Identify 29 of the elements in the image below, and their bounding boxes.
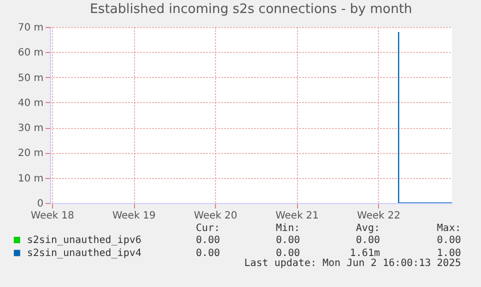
y-tick-label: 10 m	[18, 173, 44, 184]
legend-label: s2sin_unauthed_ipv6	[27, 235, 142, 246]
text: 0.00	[196, 248, 220, 259]
text: Cur:	[196, 223, 220, 234]
text: 0.00	[356, 235, 380, 246]
text: Avg:	[356, 223, 380, 234]
x-tick-label: Week 19	[112, 210, 156, 222]
x-tick-label: Week 18	[30, 210, 74, 222]
y-tick-label: 70 m	[18, 22, 44, 34]
text: 0.00	[196, 235, 220, 246]
chart-title: Established incoming s2s connections - by month	[90, 2, 412, 17]
text: Max:	[436, 223, 461, 234]
y-tick-label: 0	[37, 198, 44, 210]
text: 0.00	[436, 235, 461, 246]
x-tick-label: Week 21	[275, 210, 319, 222]
y-tick-label: 20 m	[18, 148, 44, 160]
x-tick-label: Week 22	[357, 210, 400, 222]
y-tick-label: 60 m	[18, 48, 44, 59]
text: Last update: Mon Jun 2 16:00:13 2025	[244, 258, 461, 269]
text: 0.00	[276, 248, 300, 259]
legend-label: s2sin_unauthed_ipv4	[27, 248, 142, 259]
x-tick-label: Week 20	[194, 210, 238, 222]
text: 1.61m	[350, 248, 380, 259]
y-tick-label: 30 m	[18, 123, 44, 134]
text: 0.00	[276, 235, 300, 246]
y-tick-label: 40 m	[18, 98, 44, 109]
y-tick-label: 50 m	[18, 72, 44, 84]
text: 1.00	[436, 248, 461, 259]
text: Min:	[276, 223, 300, 234]
